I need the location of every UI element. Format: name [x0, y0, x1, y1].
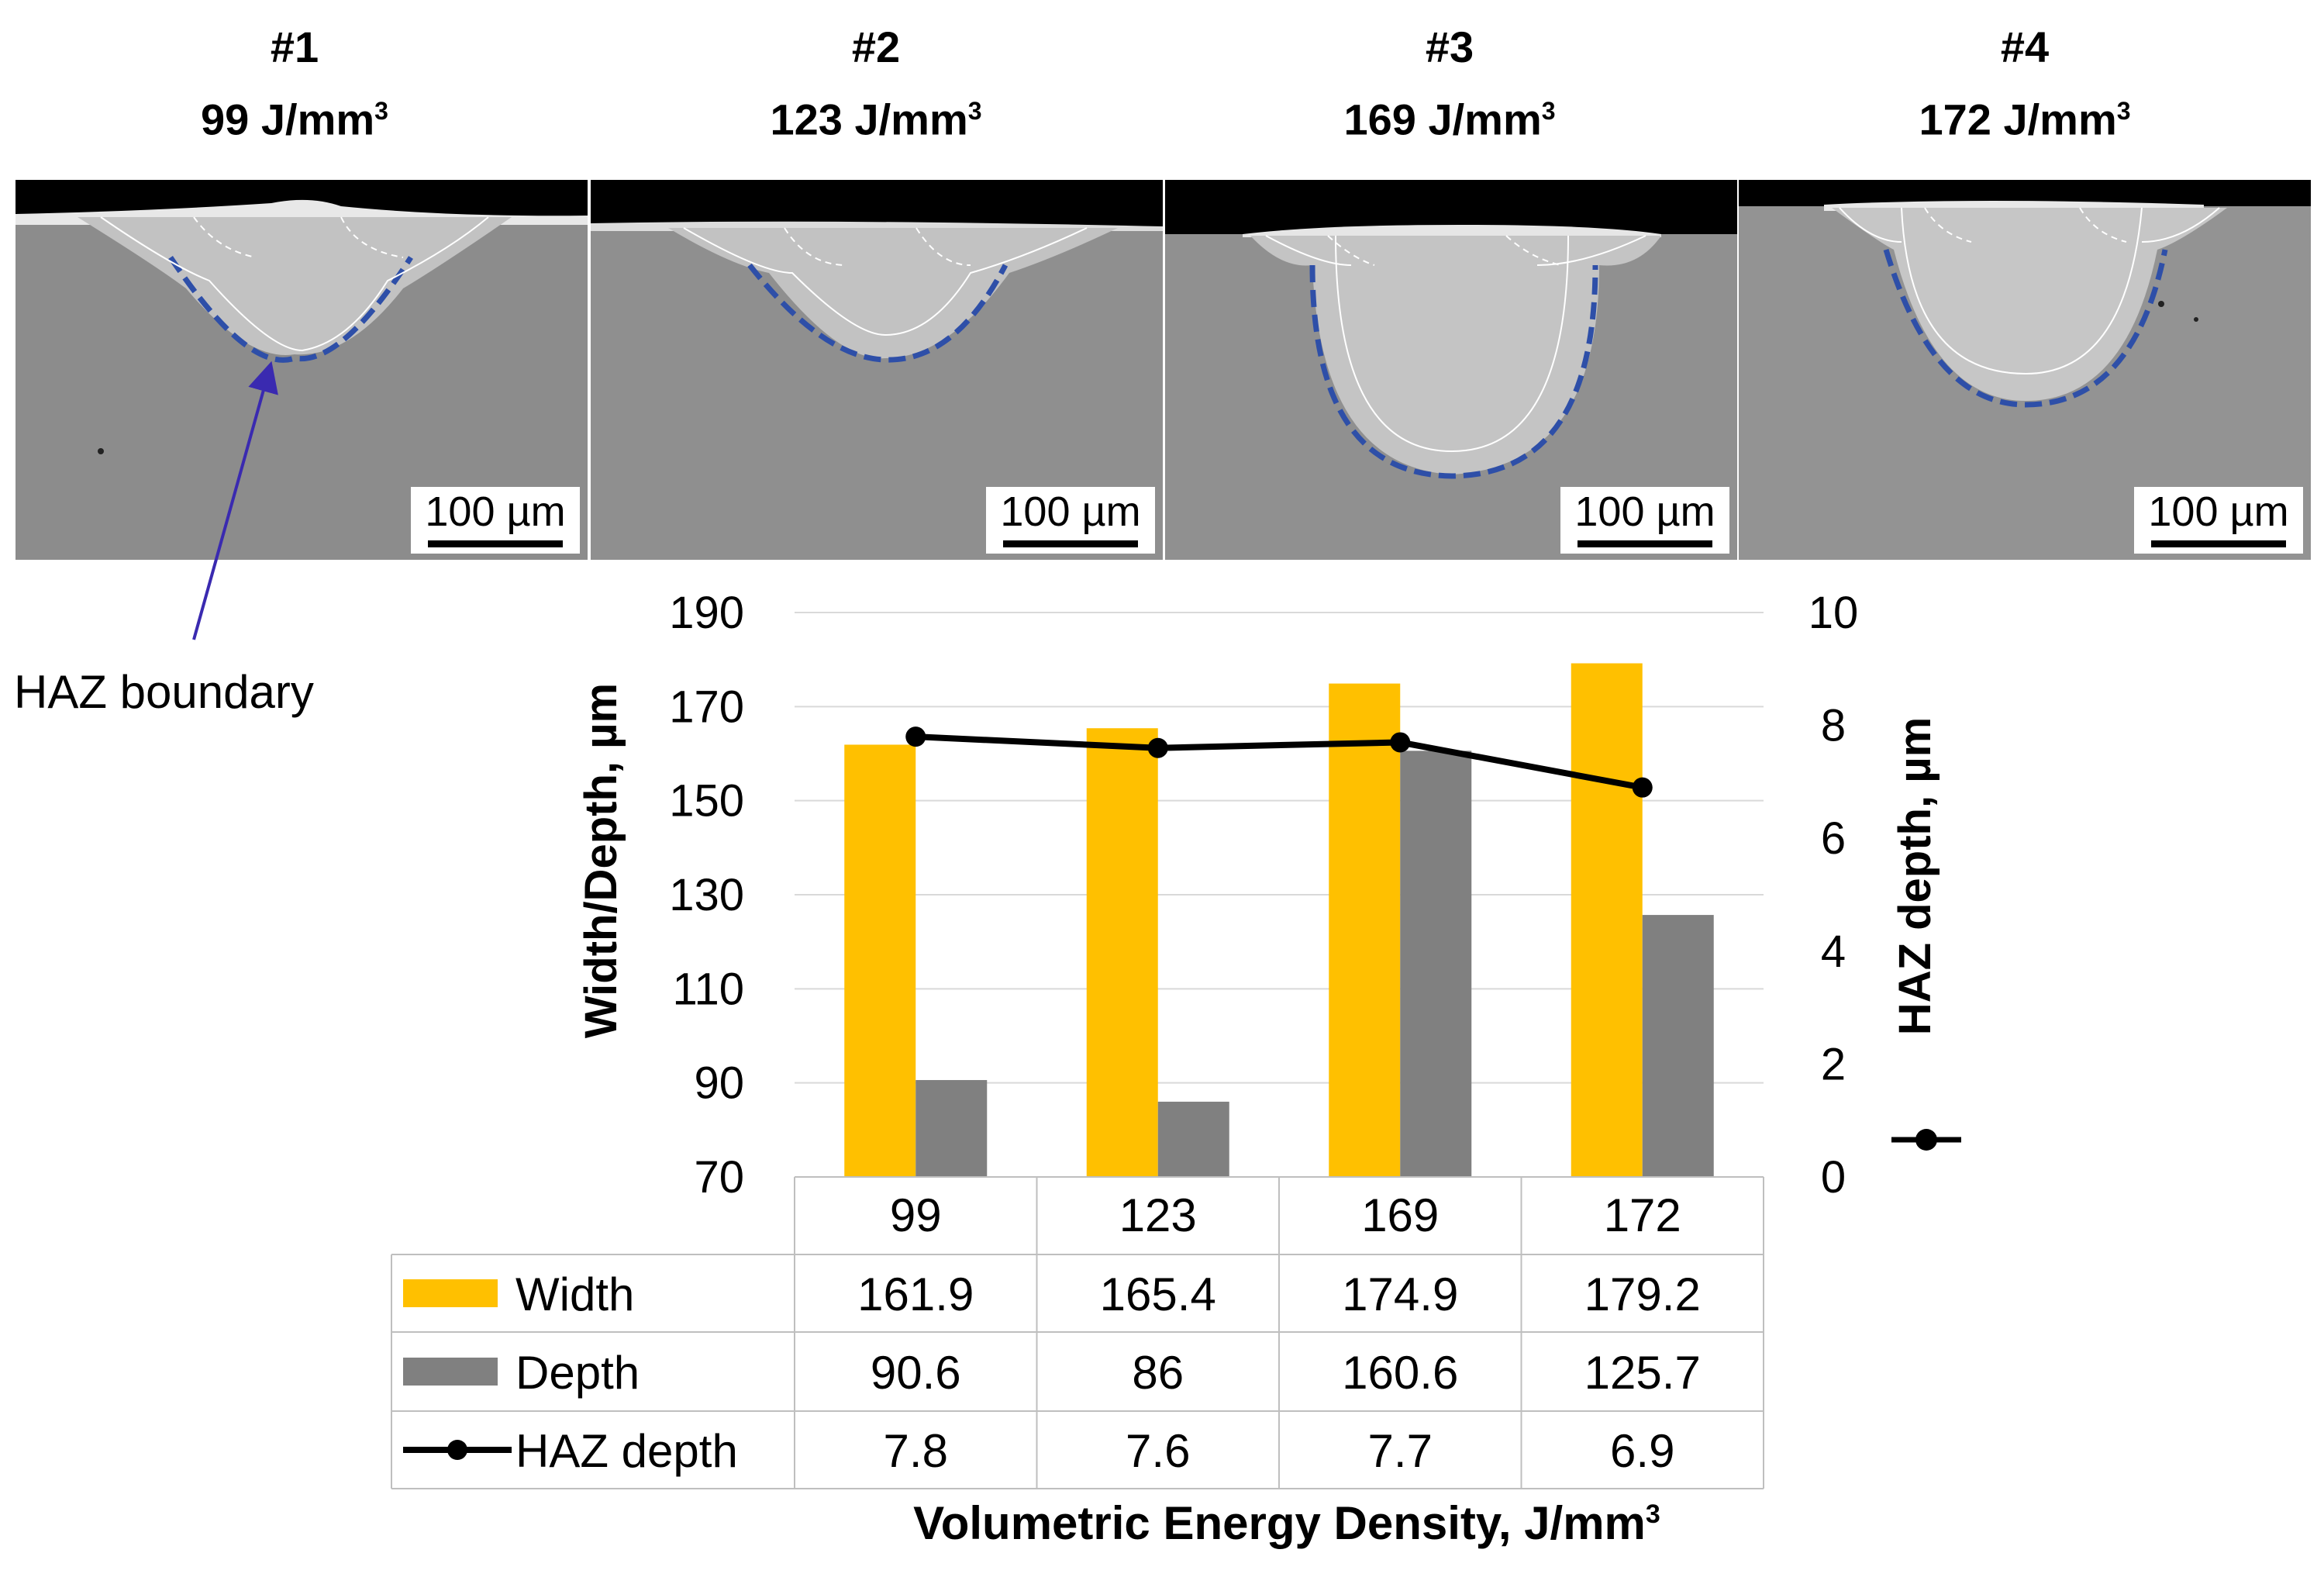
micrograph-3: 100 µm — [1165, 180, 1737, 560]
scale-line — [428, 540, 563, 547]
y2-axis-ticks: 0 2 4 6 8 10 — [1809, 588, 1859, 1203]
haz-point — [1147, 737, 1168, 758]
panel-energy: 169 J/mm3 — [1343, 95, 1556, 144]
category-label: 172 — [1604, 1189, 1681, 1241]
legend-label: Depth — [515, 1347, 640, 1399]
scale-label: 100 µm — [2148, 488, 2289, 535]
panel-energy: 99 J/mm3 — [201, 95, 388, 144]
table-cell: 7.7 — [1368, 1425, 1433, 1477]
y2-tick-label: 8 — [1821, 701, 1846, 751]
bars — [844, 663, 1714, 1177]
haz-point — [1632, 777, 1653, 798]
y-tick-label: 190 — [669, 588, 744, 638]
table-cell: 125.7 — [1584, 1347, 1701, 1399]
category-label: 99 — [890, 1189, 942, 1241]
haz-series-line — [915, 733, 1643, 791]
legend-label: Width — [515, 1268, 634, 1320]
panel-energy: 123 J/mm3 — [770, 95, 982, 144]
legend-marker-haz — [447, 1440, 467, 1460]
y2-tick-label: 0 — [1821, 1152, 1846, 1203]
table-cell: 160.6 — [1342, 1347, 1458, 1399]
scale-bar-1: 100 µm — [411, 487, 580, 554]
scale-bar-4: 100 µm — [2134, 487, 2303, 554]
panel-label-3: #3 169 J/mm3 — [1163, 16, 1736, 152]
scale-bar-3: 100 µm — [1560, 487, 1729, 554]
panel-energy: 172 J/mm3 — [1919, 95, 2131, 144]
scale-line — [1577, 540, 1712, 547]
y2-legend-key — [1891, 1129, 1961, 1151]
y2-axis-label: HAZ depth, µm — [1890, 717, 1940, 1035]
scale-line — [2151, 540, 2286, 547]
haz-boundary-label: HAZ boundary — [14, 666, 314, 718]
y-axis-label: Width/Depth, µm — [576, 683, 626, 1038]
scale-bar-2: 100 µm — [986, 487, 1155, 554]
haz-point — [1390, 732, 1411, 753]
width-bar — [844, 744, 916, 1177]
table-cell: 161.9 — [857, 1268, 974, 1320]
scale-label: 100 µm — [1574, 488, 1715, 535]
y2-tick-label: 6 — [1821, 813, 1846, 864]
depth-bar — [1400, 751, 1472, 1177]
micrograph-2: 100 µm — [591, 180, 1163, 560]
width-bar — [1086, 728, 1158, 1177]
table-cell: 6.9 — [1610, 1425, 1674, 1477]
depth-bar — [1642, 915, 1714, 1177]
width-bar — [1571, 663, 1643, 1177]
y-tick-label: 90 — [694, 1058, 744, 1109]
category-label: 169 — [1361, 1189, 1439, 1241]
panel-id: #1 — [270, 22, 319, 71]
y2-tick-label: 10 — [1809, 588, 1859, 638]
data-table: 99 123 169 172 Width 161.9 165.4 174.9 179.2 Dept… — [391, 1176, 1764, 1489]
x-axis-label: Volumetric Energy Density, J/mm3 — [913, 1497, 1660, 1549]
y-tick-label: 130 — [669, 870, 744, 920]
panel-label-2: #2 123 J/mm3 — [589, 16, 1163, 152]
y2-tick-label: 4 — [1821, 927, 1846, 977]
width-bar — [1329, 683, 1401, 1177]
depth-bar — [915, 1080, 988, 1177]
table-cell: 165.4 — [1100, 1268, 1216, 1320]
scale-line — [1003, 540, 1138, 547]
depth-bar — [1157, 1101, 1229, 1177]
micrograph-4: 100 µm — [1739, 180, 2311, 560]
panel-id: #4 — [2000, 22, 2050, 71]
table-cell: 7.6 — [1126, 1425, 1190, 1477]
annotation-arrow — [192, 361, 278, 640]
haz-point — [905, 726, 926, 747]
table-cell: 174.9 — [1342, 1268, 1458, 1320]
haz-depth-line — [905, 726, 1653, 798]
legend-swatch-width — [403, 1279, 498, 1307]
legend-swatch-depth — [403, 1358, 498, 1386]
panel-label-4: #4 172 J/mm3 — [1738, 16, 2312, 152]
y-axis-ticks: 70 90 110 130 150 170 190 — [669, 588, 744, 1203]
panel-id: #3 — [1425, 22, 1474, 71]
panel-label-1: #1 99 J/mm3 — [8, 16, 581, 152]
table-cell: 179.2 — [1584, 1268, 1701, 1320]
table-cell: 7.8 — [884, 1425, 948, 1477]
legend-label: HAZ depth — [515, 1425, 738, 1477]
scale-label: 100 µm — [1000, 488, 1141, 535]
table-cell: 86 — [1132, 1347, 1184, 1399]
y-tick-label: 170 — [669, 682, 744, 732]
micrograph-image — [1165, 180, 1737, 560]
y2-tick-label: 2 — [1821, 1039, 1846, 1089]
category-label: 123 — [1119, 1189, 1197, 1241]
scale-label: 100 µm — [425, 488, 566, 535]
y-tick-label: 150 — [669, 776, 744, 827]
y-tick-label: 70 — [694, 1152, 744, 1203]
panel-id: #2 — [851, 22, 901, 71]
y-tick-label: 110 — [673, 964, 744, 1014]
micrograph-1: 100 µm — [16, 180, 588, 560]
table-cell: 90.6 — [871, 1347, 961, 1399]
